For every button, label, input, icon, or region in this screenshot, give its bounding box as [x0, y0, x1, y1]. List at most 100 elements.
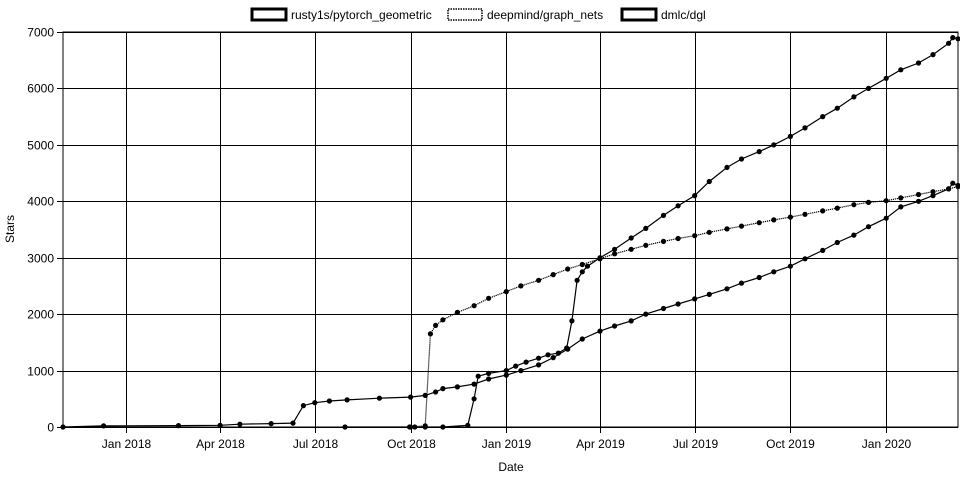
data-point: [612, 323, 618, 329]
data-point: [930, 189, 936, 195]
data-point: [433, 389, 439, 395]
data-point: [771, 269, 777, 275]
data-point: [475, 373, 481, 379]
series-line: [345, 36, 959, 428]
data-point: [955, 36, 960, 42]
data-point: [408, 394, 414, 400]
data-point: [771, 217, 777, 223]
data-point: [865, 199, 872, 205]
data-point: [834, 105, 840, 111]
data-point: [237, 421, 243, 427]
data-point: [574, 277, 580, 283]
data-point: [802, 211, 808, 217]
data-point: [706, 178, 712, 185]
data-point: [865, 224, 872, 230]
data-point: [851, 94, 857, 100]
data-point: [628, 235, 634, 241]
data-point: [915, 191, 922, 198]
data-point: [756, 220, 762, 226]
y-axis-label: Stars: [3, 215, 17, 243]
axes: Date Stars 0 1000 2000 3000 4000 5000 6000 7000…: [3, 26, 912, 475]
data-point: [865, 85, 872, 91]
data-point: [518, 283, 524, 289]
x-tick-label: Jul 2018: [293, 437, 339, 451]
y-tick-label: 0: [47, 421, 54, 435]
data-point: [692, 233, 698, 239]
data-point: [660, 305, 667, 312]
data-point: [597, 256, 603, 262]
x-tick-label: Oct 2018: [387, 437, 436, 451]
data-point: [883, 215, 889, 221]
legend-label: dmlc/dgl: [661, 8, 706, 22]
series-2: [408, 184, 960, 430]
data-point: [422, 392, 428, 398]
data-point: [915, 60, 922, 66]
data-point: [738, 156, 745, 162]
data-point: [454, 384, 460, 390]
data-point: [756, 149, 762, 155]
data-point: [692, 193, 698, 199]
data-point: [300, 403, 306, 409]
data-point: [820, 247, 826, 253]
data-point: [706, 229, 712, 235]
data-point: [706, 291, 712, 297]
data-point: [628, 246, 634, 252]
data-point: [930, 193, 936, 199]
data-point: [738, 280, 745, 286]
data-point: [486, 295, 492, 301]
data-point: [787, 263, 794, 269]
data-point: [738, 223, 745, 229]
data-point: [579, 261, 585, 268]
data-point: [550, 272, 556, 278]
data-point: [820, 114, 826, 120]
y-tick-label: 2000: [27, 308, 54, 322]
x-axis-label: Date: [498, 460, 524, 474]
grid: [62, 31, 959, 428]
data-point: [692, 296, 698, 302]
data-point: [675, 203, 681, 209]
data-point: [955, 182, 960, 189]
data-point: [569, 318, 575, 324]
legend: rusty1s/pytorch_geometric deepmind/graph_…: [250, 7, 706, 22]
legend-label: rusty1s/pytorch_geometric: [291, 8, 432, 22]
data-point: [550, 355, 556, 361]
data-point: [643, 225, 649, 231]
data-point: [518, 368, 524, 374]
data-point: [883, 198, 889, 204]
series-line: [62, 182, 959, 428]
data-point: [503, 372, 509, 378]
data-point: [802, 125, 808, 131]
data-point: [486, 376, 492, 382]
data-point: [545, 352, 551, 358]
x-tick-label: Apr 2018: [196, 437, 245, 451]
data-point: [584, 263, 591, 269]
data-point: [898, 67, 904, 73]
x-tick-label: Oct 2019: [766, 437, 815, 451]
data-point: [536, 362, 542, 368]
data-point: [486, 370, 492, 376]
data-point: [787, 214, 794, 220]
data-point: [851, 202, 857, 208]
data-point: [503, 368, 509, 374]
y-tick-label: 7000: [27, 26, 54, 40]
data-point: [851, 232, 857, 238]
data-point: [950, 35, 956, 41]
data-point: [290, 420, 296, 426]
data-point: [217, 422, 223, 428]
data-point: [268, 421, 274, 427]
data-point: [724, 286, 730, 292]
data-point: [675, 235, 681, 242]
data-point: [101, 423, 107, 429]
y-tick-label: 6000: [27, 82, 54, 96]
data-point: [883, 75, 889, 81]
x-tick-label: Jul 2019: [673, 437, 719, 451]
series-group: [60, 35, 960, 430]
y-tick-label: 1000: [27, 365, 54, 379]
data-point: [536, 277, 542, 283]
data-point: [628, 318, 634, 324]
data-point: [612, 246, 618, 252]
data-point: [433, 322, 439, 328]
data-point: [376, 395, 382, 401]
data-point: [565, 346, 571, 352]
